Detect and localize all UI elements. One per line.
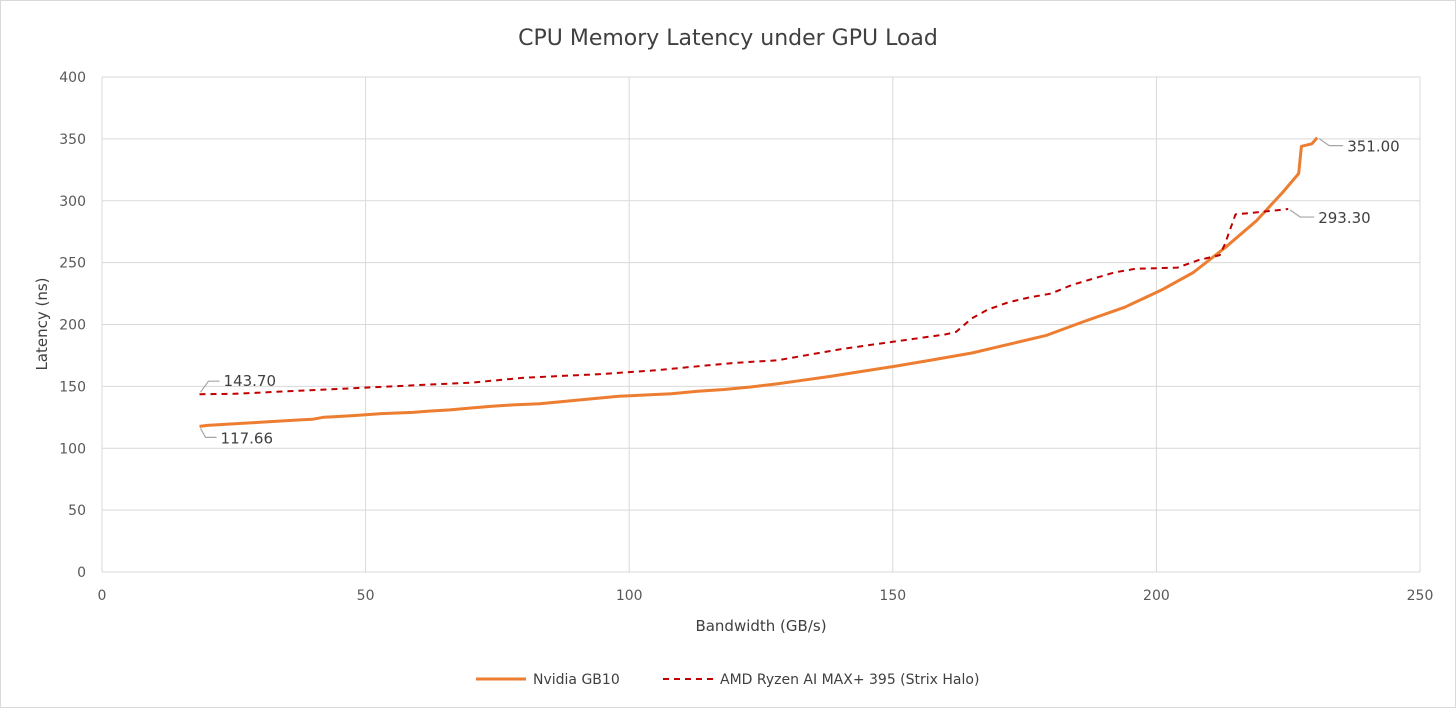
y-tick-label: 250 [59, 256, 86, 272]
x-tick-label: 200 [1143, 588, 1170, 604]
legend-label-strix-halo: AMD Ryzen AI MAX+ 395 (Strix Halo) [720, 672, 979, 688]
data-label-leader [200, 428, 217, 438]
y-axis-title: Latency (ns) [33, 277, 51, 370]
legend-label-gb10: Nvidia GB10 [533, 672, 620, 688]
x-tick-label: 50 [357, 588, 375, 604]
gridlines [102, 76, 1421, 572]
x-tick-label: 100 [616, 588, 643, 604]
data-label-leader [1318, 138, 1344, 147]
y-tick-label: 350 [59, 132, 86, 148]
data-label-leader [1289, 209, 1315, 218]
data-label: 293.30 [1318, 209, 1371, 227]
x-axis-title: Bandwidth (GB/s) [695, 617, 826, 635]
y-tick-label: 400 [59, 70, 86, 86]
x-tick-label: 250 [1407, 588, 1434, 604]
data-label: 143.70 [224, 372, 276, 390]
data-labels: 117.66 351.00 143.70 293.30 [200, 138, 1400, 447]
data-label: 117.66 [221, 429, 273, 447]
x-tick-label: 150 [879, 588, 906, 604]
axes: 0 50 100 150 200 250 300 350 400 0 50 100 150 200 250 [59, 70, 1433, 604]
series-line-strix-halo [199, 208, 1289, 396]
y-tick-label: 200 [59, 318, 86, 334]
data-label: 351.00 [1347, 138, 1400, 156]
chart-title: CPU Memory Latency under GPU Load [518, 26, 938, 51]
y-tick-label: 300 [59, 194, 86, 210]
x-tick-label: 0 [98, 588, 107, 604]
y-tick-label: 0 [77, 565, 86, 581]
y-tick-label: 150 [59, 379, 86, 395]
legend: Nvidia GB10 AMD Ryzen AI MAX+ 395 (Strix… [476, 672, 979, 688]
y-tick-label: 50 [68, 503, 86, 519]
series-line-gb10 [199, 136, 1319, 428]
y-tick-label: 100 [59, 441, 86, 457]
series-lines [199, 136, 1319, 428]
data-label-leader [200, 380, 220, 393]
